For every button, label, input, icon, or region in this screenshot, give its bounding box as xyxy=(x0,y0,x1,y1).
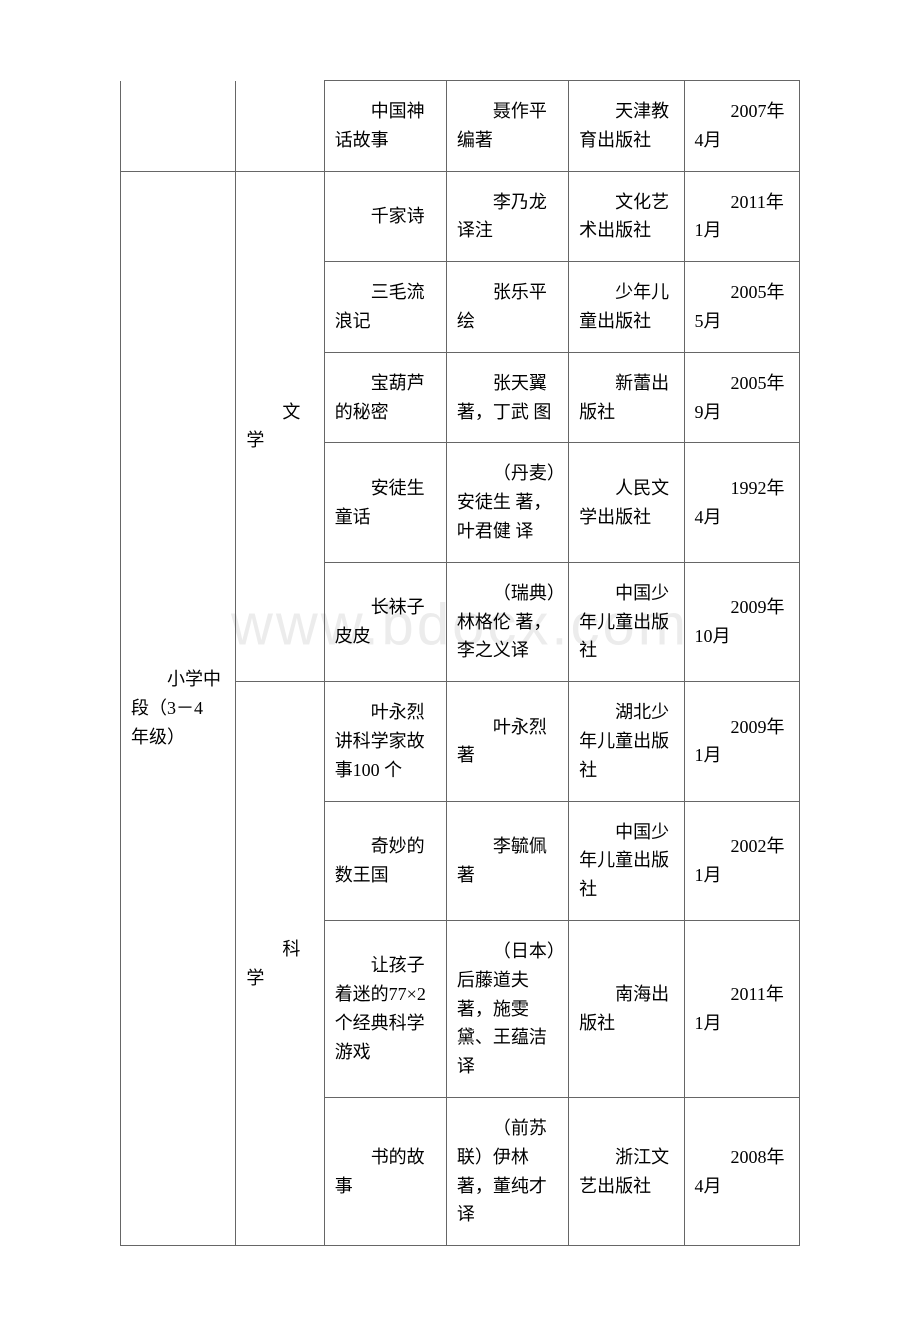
author-cell: 聂作平 编著 xyxy=(446,81,568,172)
date-cell: 2009年10月 xyxy=(684,562,799,681)
author-cell: （丹麦）安徒生 著，叶君健 译 xyxy=(446,443,568,562)
title-cell: 长袜子皮皮 xyxy=(324,562,446,681)
title-cell: 奇妙的数王国 xyxy=(324,801,446,920)
title-cell: 让孩子着迷的77×2 个经典科学游戏 xyxy=(324,920,446,1097)
author-cell: 李毓佩 著 xyxy=(446,801,568,920)
publisher-cell: 南海出版社 xyxy=(569,920,684,1097)
title-cell: 千家诗 xyxy=(324,171,446,262)
table-row: 中国神话故事 聂作平 编著 天津教育出版社 2007年4月 xyxy=(121,81,800,172)
author-cell: 张乐平 绘 xyxy=(446,262,568,353)
author-cell: 张天翼 著，丁武 图 xyxy=(446,352,568,443)
publisher-cell: 人民文学出版社 xyxy=(569,443,684,562)
publisher-cell: 文化艺术出版社 xyxy=(569,171,684,262)
date-cell: 2007年4月 xyxy=(684,81,799,172)
publisher-cell: 湖北少年儿童出版社 xyxy=(569,682,684,801)
publisher-cell: 中国少年儿童出版社 xyxy=(569,801,684,920)
date-cell: 1992年4月 xyxy=(684,443,799,562)
publisher-cell: 浙江文艺出版社 xyxy=(569,1097,684,1245)
date-cell: 2005年5月 xyxy=(684,262,799,353)
title-cell: 安徒生童话 xyxy=(324,443,446,562)
publisher-cell: 天津教育出版社 xyxy=(569,81,684,172)
book-list-table: 中国神话故事 聂作平 编著 天津教育出版社 2007年4月 小学中段（3－4 年… xyxy=(120,80,800,1246)
date-cell: 2011年1月 xyxy=(684,171,799,262)
title-cell: 宝葫芦的秘密 xyxy=(324,352,446,443)
title-cell: 三毛流浪记 xyxy=(324,262,446,353)
author-cell: （前苏联）伊林 著，董纯才 译 xyxy=(446,1097,568,1245)
author-cell: 李乃龙 译注 xyxy=(446,171,568,262)
category-cell: 文学 xyxy=(236,171,324,682)
title-cell: 书的故事 xyxy=(324,1097,446,1245)
category-cell: 科学 xyxy=(236,682,324,1246)
grade-cell: 小学中段（3－4 年级） xyxy=(121,171,236,1246)
title-cell: 中国神话故事 xyxy=(324,81,446,172)
date-cell: 2011年1月 xyxy=(684,920,799,1097)
date-cell: 2002年1月 xyxy=(684,801,799,920)
date-cell: 2008年4月 xyxy=(684,1097,799,1245)
author-cell: 叶永烈 著 xyxy=(446,682,568,801)
table-row: 小学中段（3－4 年级） 文学 千家诗 李乃龙 译注 文化艺术出版社 2011年… xyxy=(121,171,800,262)
grade-cell xyxy=(121,81,236,172)
publisher-cell: 少年儿童出版社 xyxy=(569,262,684,353)
author-cell: （瑞典）林格伦 著，李之义译 xyxy=(446,562,568,681)
title-cell: 叶永烈讲科学家故事100 个 xyxy=(324,682,446,801)
author-cell: （日本）后藤道夫 著，施雯黛、王蕴洁 译 xyxy=(446,920,568,1097)
publisher-cell: 中国少年儿童出版社 xyxy=(569,562,684,681)
publisher-cell: 新蕾出版社 xyxy=(569,352,684,443)
date-cell: 2005年9月 xyxy=(684,352,799,443)
category-cell xyxy=(236,81,324,172)
date-cell: 2009年1月 xyxy=(684,682,799,801)
